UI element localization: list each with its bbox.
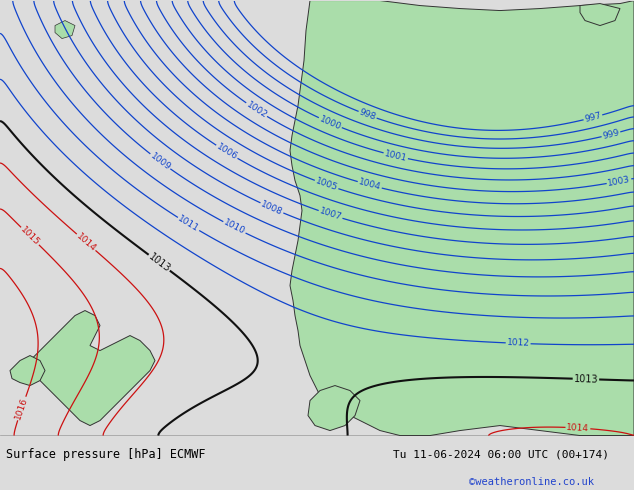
- Text: 1001: 1001: [384, 149, 408, 163]
- Polygon shape: [580, 3, 620, 25]
- Polygon shape: [10, 356, 45, 386]
- Text: 1005: 1005: [314, 176, 339, 193]
- Text: Tu 11-06-2024 06:00 UTC (00+174): Tu 11-06-2024 06:00 UTC (00+174): [393, 450, 609, 460]
- Polygon shape: [308, 386, 360, 431]
- Text: 1003: 1003: [607, 174, 631, 188]
- Text: 1016: 1016: [14, 396, 30, 421]
- Text: 1004: 1004: [358, 178, 382, 192]
- Text: 1010: 1010: [222, 218, 247, 237]
- Text: 1015: 1015: [18, 225, 41, 247]
- Text: 1008: 1008: [259, 199, 284, 217]
- Text: 1002: 1002: [245, 100, 269, 120]
- Text: 999: 999: [602, 128, 621, 141]
- Text: 1013: 1013: [146, 251, 172, 274]
- Text: 1006: 1006: [215, 142, 239, 162]
- Text: Surface pressure [hPa] ECMWF: Surface pressure [hPa] ECMWF: [6, 448, 206, 462]
- Text: 1014: 1014: [566, 423, 590, 433]
- Text: 1007: 1007: [318, 207, 343, 222]
- Text: 997: 997: [583, 111, 602, 124]
- Text: 1014: 1014: [75, 231, 98, 253]
- Text: ©weatheronline.co.uk: ©weatheronline.co.uk: [469, 477, 594, 487]
- Polygon shape: [30, 311, 155, 425]
- Text: 998: 998: [358, 108, 377, 122]
- Text: 1000: 1000: [318, 114, 342, 131]
- Polygon shape: [290, 0, 634, 436]
- Polygon shape: [55, 21, 75, 39]
- Text: 1012: 1012: [507, 339, 530, 348]
- Text: 1009: 1009: [148, 151, 172, 172]
- Text: 1011: 1011: [176, 214, 201, 234]
- Text: 1013: 1013: [574, 374, 598, 385]
